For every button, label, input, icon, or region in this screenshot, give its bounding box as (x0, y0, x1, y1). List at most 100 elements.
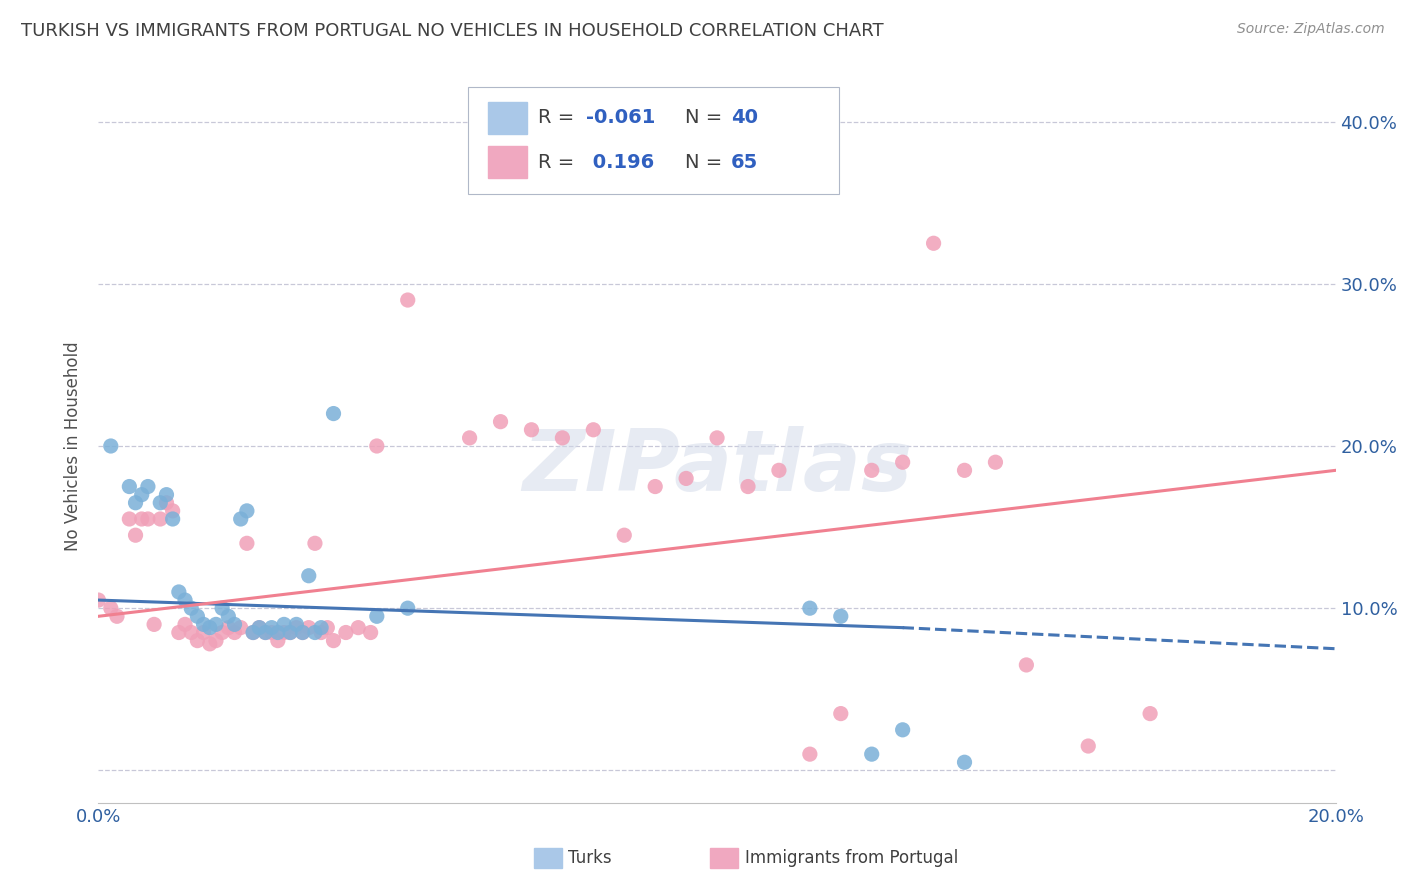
Point (260, 625, 283, 640)
Point (298, 568, 321, 582)
Text: N =: N = (685, 108, 728, 128)
Point (167, 625, 190, 640)
Text: 65: 65 (731, 153, 758, 172)
Point (131, 488, 153, 502)
Point (236, 504, 259, 518)
Point (551, 431, 574, 445)
Text: R =: R = (538, 153, 581, 172)
Point (891, 455, 914, 469)
Point (198, 621, 221, 635)
Point (87, 593, 110, 607)
Point (830, 609, 852, 624)
Point (309, 625, 332, 640)
Point (217, 621, 239, 635)
Point (309, 621, 332, 635)
Point (799, 747, 821, 761)
Point (205, 617, 228, 632)
Point (953, 463, 976, 477)
Point (644, 479, 666, 493)
Text: N =: N = (685, 153, 728, 172)
Point (891, 723, 914, 737)
Point (953, 756, 976, 770)
Text: 40: 40 (731, 108, 758, 128)
Point (143, 617, 166, 632)
Point (247, 621, 270, 635)
Point (737, 479, 759, 493)
Point (291, 625, 314, 640)
Point (136, 479, 159, 493)
Point (100, 439, 122, 453)
Point (316, 621, 339, 635)
Point (105, 609, 128, 624)
Point (193, 625, 215, 640)
Point (180, 625, 202, 640)
Point (860, 747, 883, 761)
Point (360, 625, 382, 640)
Point (180, 601, 202, 615)
Point (322, 633, 344, 648)
Point (247, 621, 270, 635)
Point (100, 601, 122, 615)
Point (162, 512, 184, 526)
Point (582, 423, 605, 437)
Point (984, 455, 1007, 469)
Point (236, 536, 259, 550)
Point (285, 621, 308, 635)
Y-axis label: No Vehicles in Household: No Vehicles in Household (65, 341, 83, 551)
Text: ZIPatlas: ZIPatlas (522, 425, 912, 509)
Point (149, 496, 172, 510)
Point (167, 585, 190, 599)
Point (278, 625, 301, 640)
Point (205, 633, 228, 648)
Point (520, 423, 543, 437)
Point (291, 625, 314, 640)
Point (124, 496, 146, 510)
Point (347, 621, 370, 635)
Point (162, 504, 184, 518)
Point (254, 625, 277, 640)
Point (304, 625, 326, 640)
Point (458, 431, 481, 445)
Point (224, 617, 246, 632)
Point (193, 617, 215, 632)
Point (1139, 706, 1161, 721)
Point (830, 706, 852, 721)
Point (260, 621, 283, 635)
Point (131, 512, 153, 526)
Point (229, 621, 252, 635)
Point (155, 488, 177, 502)
Point (211, 625, 233, 640)
Point (149, 512, 172, 526)
Point (273, 617, 295, 632)
Point (278, 625, 301, 640)
Point (211, 601, 233, 615)
Point (229, 512, 252, 526)
Point (1015, 657, 1038, 672)
Point (322, 407, 344, 421)
Text: TURKISH VS IMMIGRANTS FROM PORTUGAL NO VEHICLES IN HOUSEHOLD CORRELATION CHART: TURKISH VS IMMIGRANTS FROM PORTUGAL NO V… (21, 22, 884, 40)
Point (273, 625, 295, 640)
Point (706, 431, 728, 445)
Point (136, 512, 159, 526)
Point (267, 625, 290, 640)
Point (118, 512, 141, 526)
Point (304, 536, 326, 550)
Point (186, 609, 208, 624)
Point (174, 593, 197, 607)
Point (366, 439, 388, 453)
Point (675, 471, 697, 485)
Point (489, 415, 512, 429)
Point (335, 625, 357, 640)
Point (174, 617, 197, 632)
Point (285, 617, 308, 632)
Point (217, 609, 239, 624)
Text: R =: R = (538, 108, 581, 128)
Point (242, 625, 264, 640)
Point (396, 293, 419, 307)
Point (1077, 739, 1099, 753)
Point (396, 601, 419, 615)
Point (922, 236, 945, 251)
Point (186, 633, 208, 648)
Point (124, 528, 146, 542)
Point (242, 625, 264, 640)
